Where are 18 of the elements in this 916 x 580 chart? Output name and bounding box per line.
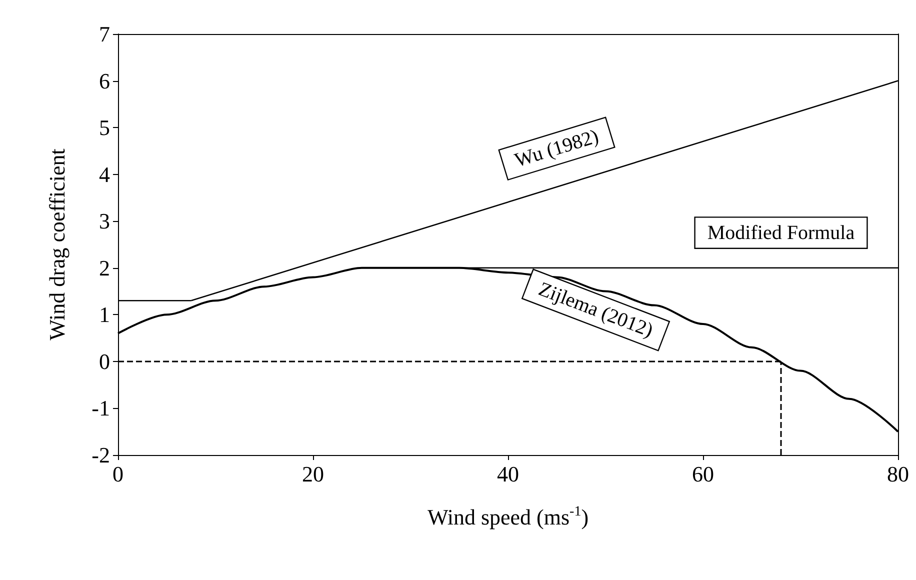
y-tick-label: 3 (99, 208, 110, 234)
y-tick-label: 7 (99, 22, 110, 46)
y-tick-label: 0 (99, 348, 110, 374)
y-tick-label: -1 (92, 396, 110, 421)
series-label: Modified Formula (707, 222, 855, 244)
y-tick-label: 1 (99, 302, 110, 328)
text: Zijlema (2012) (536, 278, 656, 342)
y-tick-label: -2 (92, 442, 110, 468)
y-tick-label: 6 (99, 68, 110, 94)
x-tick-label: 20 (302, 462, 324, 486)
text: Wu (1982) (512, 125, 602, 172)
x-tick-label: 80 (887, 462, 909, 486)
y-tick-label: 4 (99, 162, 110, 187)
y-tick-label: 5 (99, 115, 110, 140)
y-axis-title: Wind drag coefficient (44, 148, 70, 340)
y-tick-label: 2 (99, 255, 110, 280)
x-tick-label: 60 (692, 462, 714, 486)
x-tick-label: 40 (497, 462, 519, 486)
